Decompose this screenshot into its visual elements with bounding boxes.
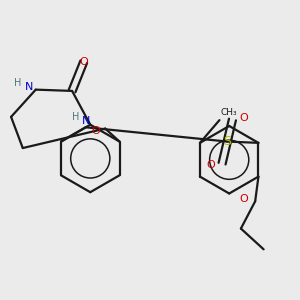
Text: H: H bbox=[72, 112, 79, 122]
Text: N: N bbox=[82, 116, 91, 126]
Text: S: S bbox=[223, 135, 231, 148]
Text: O: O bbox=[240, 113, 248, 123]
Text: O: O bbox=[92, 126, 100, 136]
Text: O: O bbox=[206, 160, 215, 170]
Text: H: H bbox=[14, 78, 21, 88]
Text: CH₃: CH₃ bbox=[220, 108, 237, 117]
Text: N: N bbox=[25, 82, 33, 92]
Text: O: O bbox=[80, 57, 88, 67]
Text: O: O bbox=[240, 194, 248, 204]
